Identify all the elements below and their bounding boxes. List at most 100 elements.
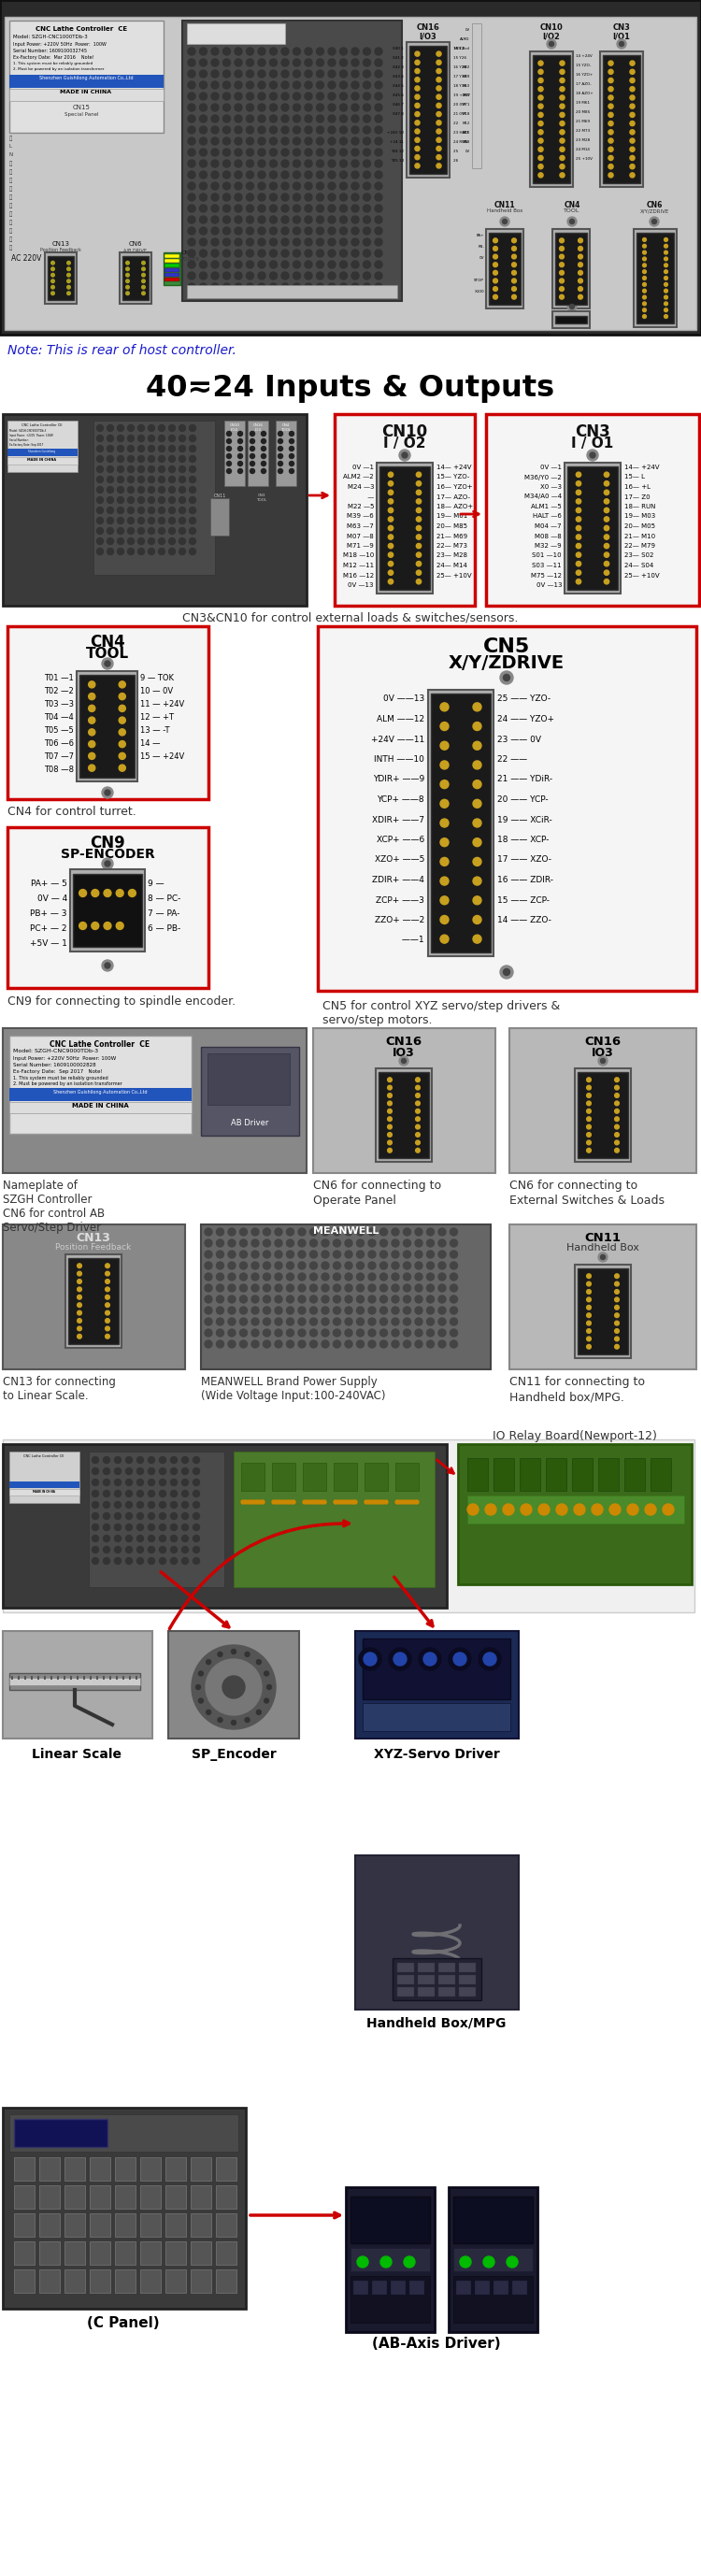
Circle shape <box>328 137 336 144</box>
Circle shape <box>333 1340 341 1347</box>
Circle shape <box>630 165 634 170</box>
Circle shape <box>316 250 324 258</box>
Circle shape <box>608 121 613 126</box>
Circle shape <box>322 1340 329 1347</box>
Circle shape <box>375 183 382 191</box>
Circle shape <box>275 1285 283 1291</box>
Text: M18 —10: M18 —10 <box>343 554 374 559</box>
Circle shape <box>67 286 70 289</box>
Circle shape <box>77 1296 81 1298</box>
Text: M07: M07 <box>463 93 470 98</box>
Bar <box>438 1963 455 1973</box>
Circle shape <box>148 466 155 471</box>
Circle shape <box>126 291 129 296</box>
Circle shape <box>246 126 254 134</box>
Circle shape <box>416 580 421 585</box>
Circle shape <box>450 1306 458 1314</box>
Circle shape <box>375 227 382 234</box>
Circle shape <box>399 451 410 461</box>
Bar <box>14 2156 34 2182</box>
Circle shape <box>316 260 324 268</box>
Circle shape <box>290 461 294 466</box>
Circle shape <box>125 1535 132 1543</box>
Circle shape <box>427 1239 434 1247</box>
Circle shape <box>615 1118 619 1121</box>
Circle shape <box>590 453 595 459</box>
Circle shape <box>205 1306 212 1314</box>
Circle shape <box>578 286 583 291</box>
Circle shape <box>252 1262 259 1270</box>
Circle shape <box>114 1479 121 1486</box>
Circle shape <box>512 237 517 242</box>
Circle shape <box>128 528 134 533</box>
Circle shape <box>148 446 155 451</box>
Circle shape <box>79 922 86 930</box>
Bar <box>510 1028 696 1172</box>
Circle shape <box>258 273 266 278</box>
Circle shape <box>119 742 125 747</box>
Circle shape <box>311 1499 315 1504</box>
Text: M39: M39 <box>463 75 470 77</box>
Circle shape <box>473 914 482 925</box>
Circle shape <box>578 237 583 242</box>
Bar <box>90 1677 91 1680</box>
Circle shape <box>493 237 498 242</box>
Circle shape <box>189 456 196 461</box>
Circle shape <box>258 93 266 100</box>
Text: M71: M71 <box>463 103 470 106</box>
Circle shape <box>128 549 134 554</box>
Circle shape <box>305 116 312 124</box>
Circle shape <box>218 1651 222 1656</box>
Circle shape <box>211 260 219 268</box>
Circle shape <box>363 216 371 224</box>
Bar <box>90 2241 110 2264</box>
Circle shape <box>240 1249 247 1257</box>
Bar <box>533 54 570 183</box>
Bar <box>3 1440 695 1613</box>
Bar <box>191 2213 211 2236</box>
Circle shape <box>179 435 186 440</box>
Circle shape <box>643 309 646 312</box>
Text: +24 11: +24 11 <box>390 139 404 144</box>
Circle shape <box>608 139 613 144</box>
Circle shape <box>415 1273 423 1280</box>
Circle shape <box>179 549 186 554</box>
Circle shape <box>345 1285 353 1291</box>
Text: Linear Scale: Linear Scale <box>32 1749 121 1762</box>
Circle shape <box>363 250 371 258</box>
Circle shape <box>182 1512 189 1520</box>
Circle shape <box>223 170 231 178</box>
Circle shape <box>107 538 114 544</box>
Text: 24 M14: 24 M14 <box>576 147 590 152</box>
Circle shape <box>235 240 242 245</box>
Circle shape <box>298 1273 306 1280</box>
Circle shape <box>77 1288 81 1291</box>
Text: M18: M18 <box>463 113 470 116</box>
Circle shape <box>258 260 266 268</box>
Circle shape <box>398 1499 402 1504</box>
Circle shape <box>363 204 371 211</box>
Circle shape <box>538 88 543 90</box>
Text: CN3: CN3 <box>613 23 630 31</box>
Text: 13 — -T: 13 — -T <box>140 726 170 734</box>
Text: M63 —7: M63 —7 <box>347 523 374 528</box>
Circle shape <box>333 1319 341 1327</box>
Circle shape <box>576 507 581 513</box>
Circle shape <box>415 95 420 100</box>
Circle shape <box>416 569 421 574</box>
Text: ALM ——12: ALM ——12 <box>376 716 424 724</box>
Circle shape <box>169 425 175 430</box>
Circle shape <box>189 538 196 544</box>
Bar <box>390 2280 406 2295</box>
Circle shape <box>290 438 294 443</box>
Circle shape <box>281 227 289 234</box>
Circle shape <box>316 149 324 157</box>
Bar <box>93 420 215 574</box>
Circle shape <box>351 137 359 144</box>
Circle shape <box>137 1558 144 1564</box>
Circle shape <box>114 1535 121 1543</box>
Circle shape <box>179 518 186 523</box>
Text: 8 — PC-: 8 — PC- <box>148 894 181 902</box>
Text: 21 0V: 21 0V <box>454 113 464 116</box>
Circle shape <box>217 1229 224 1236</box>
